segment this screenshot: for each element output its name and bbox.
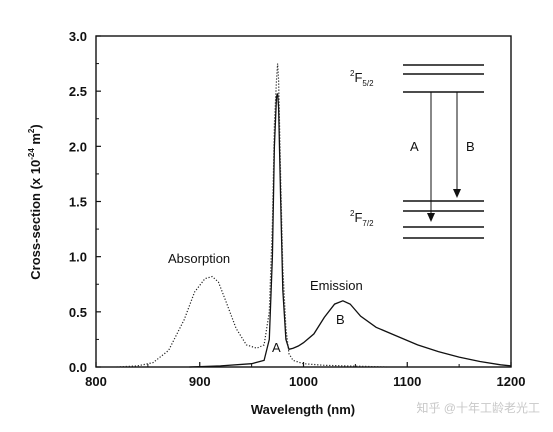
transition-a-arrowhead (427, 213, 435, 222)
x-tick-label: 900 (189, 374, 211, 389)
transition-b-label: B (466, 139, 475, 154)
emission-label: Emission (310, 278, 363, 293)
y-axis: 0.0 0.5 1.0 1.5 2.0 2.5 3.0 (69, 29, 101, 375)
y-axis-title: Cross-section (x 10-24 m2) (27, 124, 43, 279)
watermark: 知乎 @十年工龄老光工 (416, 401, 540, 415)
upper-level-label: 2F5/2 (350, 69, 374, 88)
y-tick-label: 1.5 (69, 195, 87, 210)
x-tick-label: 1000 (289, 374, 318, 389)
x-axis-title: Wavelength (nm) (251, 402, 355, 417)
transition-a-label: A (410, 139, 419, 154)
absorption-label: Absorption (168, 251, 230, 266)
x-tick-label: 800 (85, 374, 107, 389)
energy-level-inset: A B 2F5/2 2F7/2 (350, 64, 484, 239)
peak-b-label: B (336, 312, 345, 327)
y-tick-label: 0.0 (69, 360, 87, 375)
emission-series-line (189, 93, 512, 368)
y-tick-label: 1.0 (69, 250, 87, 265)
y-tick-label: 3.0 (69, 29, 87, 44)
peak-a-label: A (272, 340, 281, 355)
y-tick-label: 2.5 (69, 84, 87, 99)
lower-level-label: 2F7/2 (350, 209, 374, 228)
absorption-series-line (116, 63, 387, 368)
x-tick-label: 1200 (497, 374, 526, 389)
x-tick-label: 1100 (393, 374, 421, 389)
x-axis: 800 900 1000 1100 1200 (85, 362, 525, 389)
y-tick-label: 2.0 (69, 139, 87, 154)
y-tick-label: 0.5 (69, 305, 87, 320)
transition-b-arrowhead (453, 189, 461, 198)
